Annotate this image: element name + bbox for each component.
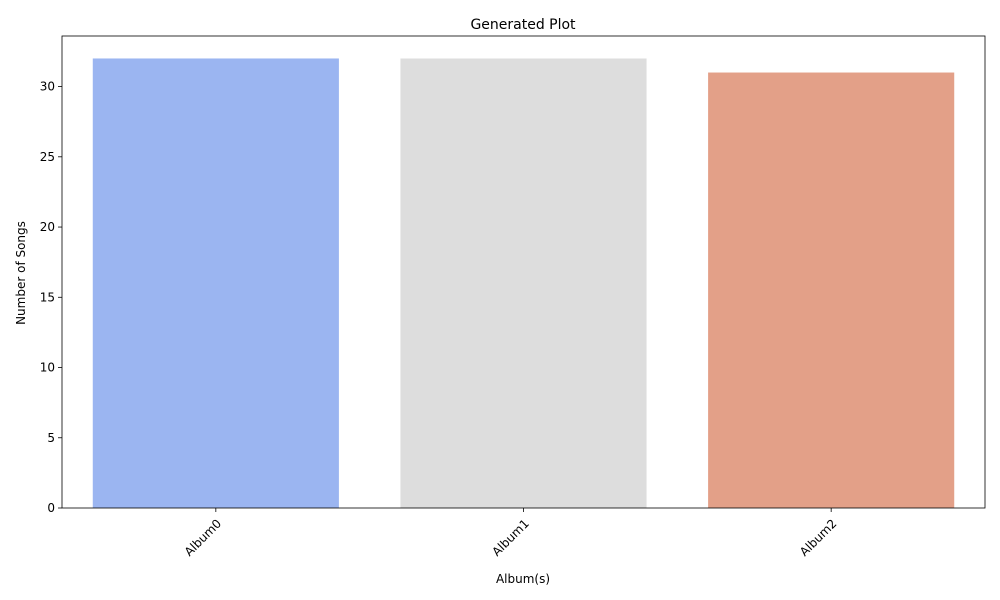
plot-frame bbox=[61, 35, 986, 509]
y-tick-label: 20 bbox=[40, 220, 55, 234]
chart-title: Generated Plot bbox=[470, 17, 576, 33]
y-tick-label: 25 bbox=[40, 150, 55, 164]
y-tick-label: 30 bbox=[40, 80, 55, 94]
y-tick-label: 0 bbox=[47, 501, 55, 515]
x-tick-label: Album1 bbox=[489, 516, 531, 558]
bar-album1 bbox=[400, 58, 647, 508]
bar-album2 bbox=[708, 72, 955, 509]
y-tick-label: 5 bbox=[47, 431, 55, 445]
plot-area: Album0 Album1 Album2 0 5 10 15 20 25 30 bbox=[40, 35, 986, 559]
bar-album0 bbox=[92, 58, 339, 508]
x-tick-label: Album0 bbox=[182, 516, 224, 558]
x-axis-label: Album(s) bbox=[496, 572, 550, 586]
x-tick-label: Album2 bbox=[797, 516, 839, 558]
y-axis-label: Number of Songs bbox=[14, 221, 28, 325]
y-tick-label: 10 bbox=[40, 361, 55, 375]
y-tick-label: 15 bbox=[40, 290, 55, 304]
